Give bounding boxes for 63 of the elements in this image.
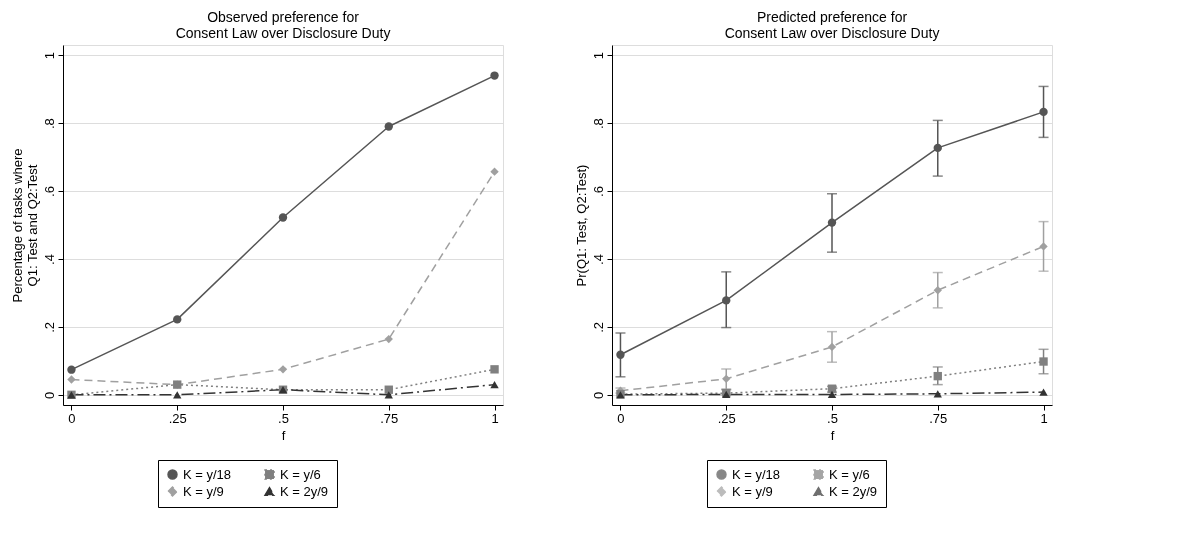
point bbox=[827, 218, 837, 227]
point bbox=[278, 213, 288, 222]
point bbox=[616, 350, 625, 359]
point bbox=[722, 374, 731, 384]
point bbox=[827, 390, 837, 399]
point bbox=[1039, 388, 1048, 396]
y-axis-title: Percentage of tasks where Q1: Test and Q2:Test bbox=[9, 148, 40, 303]
point bbox=[933, 286, 942, 295]
point bbox=[933, 371, 942, 381]
y-tick-label: 1 bbox=[590, 52, 606, 60]
point bbox=[490, 365, 499, 374]
y-tick-label: 0 bbox=[590, 391, 606, 399]
point bbox=[490, 167, 499, 176]
chart-title: Predicted preference for Consent Law over Disclosure Duty bbox=[724, 9, 940, 41]
legend-label: K = y/18 bbox=[732, 466, 781, 482]
point bbox=[933, 143, 942, 153]
x-tick-label: .5 bbox=[827, 410, 838, 426]
y-tick-label: .2 bbox=[590, 321, 606, 333]
point bbox=[490, 381, 499, 389]
y-axis-title: Pr(Q1: Test, Q2:Test) bbox=[573, 164, 589, 287]
y-tick-label: .6 bbox=[41, 186, 57, 197]
y-tick-label: .4 bbox=[590, 254, 606, 265]
y-tick-label: 0 bbox=[41, 391, 57, 399]
point bbox=[722, 296, 731, 305]
y-tick-label: .8 bbox=[590, 118, 606, 130]
point bbox=[384, 122, 393, 131]
x-tick-label: 0 bbox=[68, 410, 76, 426]
legend-label: K = 2y/9 bbox=[280, 483, 329, 499]
point bbox=[384, 334, 393, 344]
point bbox=[933, 390, 942, 398]
y-tick-label: 1 bbox=[41, 52, 57, 60]
point bbox=[173, 315, 182, 324]
legend-label: K = y/9 bbox=[183, 483, 224, 499]
x-tick-label: .75 bbox=[929, 410, 948, 426]
chart-title: Observed preference for Consent Law over Disclosure Duty bbox=[175, 9, 391, 41]
x-axis-title: f bbox=[830, 427, 835, 443]
point bbox=[278, 365, 288, 374]
point bbox=[384, 391, 393, 399]
x-tick-label: .5 bbox=[278, 410, 289, 426]
x-tick-label: 1 bbox=[491, 410, 499, 426]
y-tick-label: .6 bbox=[590, 186, 606, 197]
y-tick-label: .4 bbox=[41, 254, 57, 265]
x-tick-label: 1 bbox=[1040, 410, 1048, 426]
x-tick-label: .25 bbox=[717, 410, 736, 426]
legend-label: K = y/6 bbox=[829, 466, 870, 482]
x-tick-label: .75 bbox=[380, 410, 399, 426]
point bbox=[1039, 107, 1048, 117]
legend-label: K = y/6 bbox=[280, 466, 321, 482]
point bbox=[490, 71, 499, 80]
point bbox=[827, 342, 837, 352]
legend-label: K = 2y/9 bbox=[829, 483, 878, 499]
point bbox=[1039, 357, 1048, 366]
point bbox=[67, 375, 76, 384]
point bbox=[173, 391, 182, 399]
point bbox=[67, 365, 76, 374]
y-tick-label: .8 bbox=[41, 118, 57, 130]
legend-label: K = y/18 bbox=[183, 466, 232, 482]
point bbox=[1039, 242, 1048, 251]
x-axis-title: f bbox=[281, 427, 286, 443]
legend-label: K = y/9 bbox=[732, 483, 773, 499]
x-tick-label: 0 bbox=[617, 410, 625, 426]
x-tick-label: .25 bbox=[168, 410, 187, 426]
y-tick-label: .2 bbox=[41, 321, 57, 333]
